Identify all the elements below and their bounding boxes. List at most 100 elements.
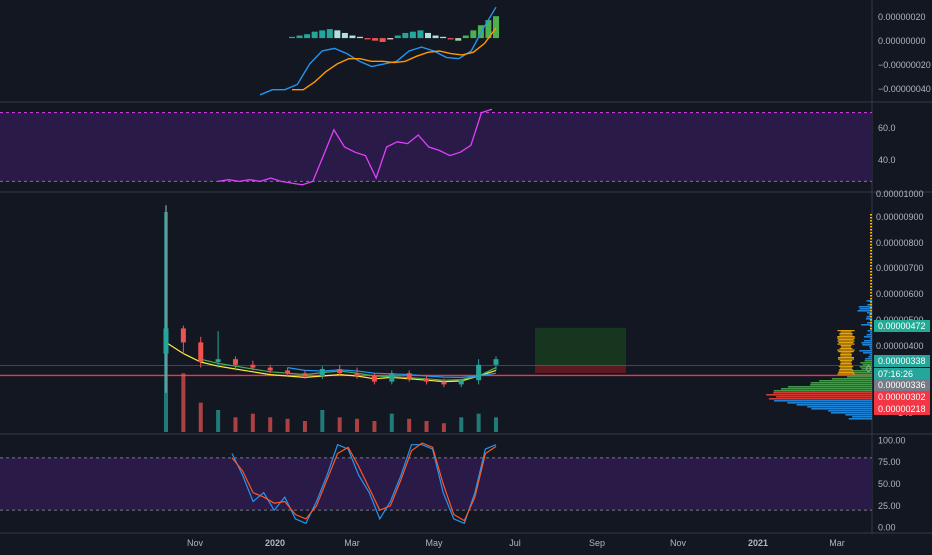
volume-profile-bar [828, 410, 872, 412]
volume-profile-value-area [839, 371, 854, 372]
macd-histogram-bar [425, 33, 431, 38]
rsi-tick-label: 40.0 [878, 155, 896, 165]
candle-body [250, 365, 255, 368]
volume-profile-value-area [837, 336, 854, 337]
volume-profile-bar [870, 354, 872, 356]
volume-bar [442, 423, 446, 432]
volume-profile-bar [807, 406, 872, 408]
price-tick-label: 0.00000900 [876, 212, 924, 222]
volume-profile-bar [857, 310, 872, 312]
volume-profile-value-area [841, 345, 852, 346]
position-target-zone [535, 328, 626, 366]
volume-profile-tail [870, 217, 872, 219]
price-badge-label: 07:16:26 [878, 369, 913, 379]
volume-profile-value-area [837, 341, 854, 342]
macd-tick-label: −0.00000040 [878, 84, 931, 94]
macd-histogram-bar [312, 32, 318, 38]
volume-profile-tail [870, 256, 872, 258]
macd-histogram-bar [387, 38, 393, 39]
candle-body [459, 380, 464, 384]
candle-body [233, 359, 238, 365]
volume-profile-value-area [840, 368, 852, 369]
volume-profile-tail [870, 316, 872, 318]
volume-profile-bar [769, 398, 872, 400]
macd-histogram-bar [395, 36, 401, 39]
rsi-band [0, 113, 872, 182]
macd-histogram-bar [289, 37, 295, 38]
macd-histogram-bar [463, 36, 469, 39]
volume-profile-bar [870, 338, 872, 340]
macd-histogram-bar [304, 34, 310, 38]
macd-histogram-bar [410, 32, 416, 38]
price-label-partial: 0 [866, 364, 871, 374]
price-tick-label: 0.00000800 [876, 238, 924, 248]
volume-bar [494, 417, 498, 432]
volume-profile-tail [870, 286, 872, 288]
macd-histogram-bar [493, 16, 499, 38]
volume-profile-tail [870, 325, 872, 327]
volume-bar [372, 421, 376, 432]
volume-profile-tail [870, 301, 872, 303]
volume-profile-bar [865, 358, 872, 360]
stoch-tick-label: 50.00 [878, 479, 901, 489]
macd-histogram-bar [297, 36, 303, 39]
candle-body [372, 376, 377, 382]
volume-profile-tail [870, 313, 872, 315]
volume-profile-value-area [840, 354, 852, 355]
macd-histogram-bar [349, 36, 355, 39]
volume-profile-value-area [838, 372, 853, 373]
macd-histogram-bar [440, 37, 446, 38]
macd-histogram-bar [334, 30, 340, 38]
volume-profile-bar [869, 346, 872, 348]
candle-body [441, 382, 446, 385]
candle-body [164, 328, 169, 353]
volume-profile-bar [847, 376, 872, 378]
volume-profile-bar [867, 330, 872, 332]
volume-bar [268, 417, 272, 432]
macd-histogram-bar [433, 36, 439, 39]
macd-histogram-bar [448, 38, 454, 39]
stoch-tick-label: 100.00 [878, 435, 906, 445]
volume-profile-value-area [839, 366, 853, 367]
volume-bar [425, 421, 429, 432]
volume-profile-value-area [837, 338, 855, 339]
volume-profile-tail [870, 292, 872, 294]
volume-profile-tail [870, 226, 872, 228]
volume-profile-bar [870, 348, 872, 350]
volume-profile-tail [870, 298, 872, 300]
volume-profile-value-area [841, 353, 852, 354]
volume-profile-tail [870, 268, 872, 270]
volume-profile-tail [870, 283, 872, 285]
price-tick-label: 0.00000600 [876, 289, 924, 299]
price-badge-label: 0.00000302 [878, 392, 926, 402]
volume-profile-tail [870, 220, 872, 222]
volume-profile-tail [870, 238, 872, 240]
volume-profile-value-area [837, 374, 854, 375]
volume-profile-value-area [840, 363, 851, 364]
volume-profile-value-area [839, 369, 852, 370]
volume-profile-bar [811, 382, 872, 384]
volume-profile-value-area [840, 356, 851, 357]
volume-profile-bar [774, 390, 872, 392]
macd-histogram-bar [342, 33, 348, 38]
volume-profile-value-area [837, 330, 854, 331]
volume-bar [199, 403, 203, 432]
price-badge-label: 0.00000472 [878, 321, 926, 331]
volume-profile-tail [870, 280, 872, 282]
volume-profile-tail [870, 262, 872, 264]
volume-bar [477, 414, 481, 432]
volume-profile-tail [870, 253, 872, 255]
candle-body [424, 379, 429, 382]
volume-profile-bar [788, 386, 872, 388]
volume-profile-value-area [837, 350, 854, 351]
volume-bar [181, 373, 185, 432]
rsi-tick-label: 60.0 [878, 123, 896, 133]
candle-body [494, 359, 499, 365]
macd-histogram-bar [319, 30, 325, 38]
candle-body [389, 373, 394, 381]
volume-profile-bar [845, 414, 872, 416]
volume-profile-value-area [840, 360, 852, 361]
volume-bar [303, 421, 307, 432]
